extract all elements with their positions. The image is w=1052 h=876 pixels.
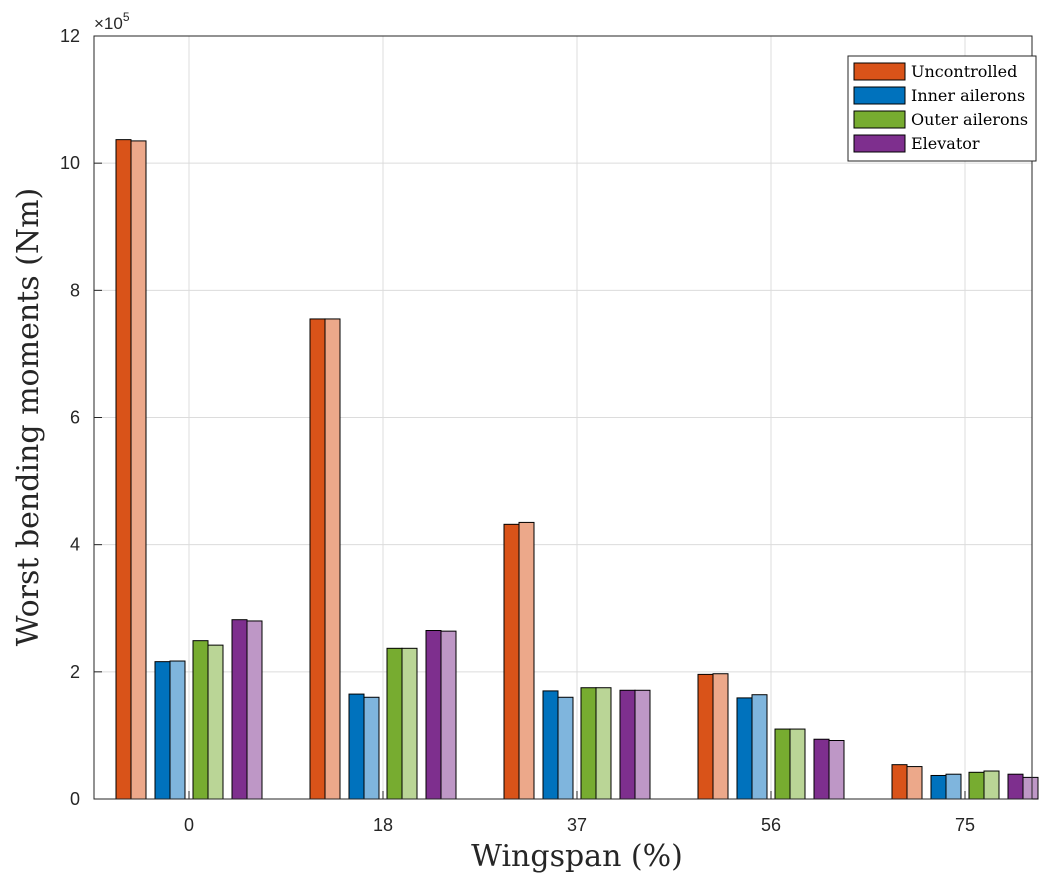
- bar-paired: [518, 521, 535, 800]
- grid-lines: [94, 36, 1032, 799]
- bar: [192, 640, 209, 800]
- bar: [1007, 773, 1024, 800]
- x-axis-ticks: 0 18 37 56 75: [184, 791, 975, 835]
- bar: [309, 318, 326, 800]
- y-tick-label: 4: [70, 535, 80, 555]
- bar-paired: [557, 696, 574, 800]
- y-axis-exponent-power: 5: [123, 10, 130, 24]
- bar-paired: [789, 728, 806, 800]
- x-tick-label: 0: [184, 815, 194, 835]
- bar: [348, 693, 365, 800]
- bar-paired: [440, 630, 457, 800]
- y-tick-label: 12: [60, 26, 80, 46]
- legend-swatch: [853, 110, 906, 129]
- x-tick-label: 37: [567, 815, 587, 835]
- x-tick-label: 75: [955, 815, 975, 835]
- bar: [619, 689, 636, 800]
- y-tick-label: 10: [60, 153, 80, 173]
- bar-paired: [945, 773, 962, 800]
- y-tick-label: 8: [70, 280, 80, 300]
- x-tick-label: 56: [761, 815, 781, 835]
- bar: [503, 523, 520, 800]
- bar-paired: [828, 740, 845, 800]
- y-tick-label: 0: [70, 789, 80, 809]
- y-axis-exponent: ×105: [94, 10, 130, 33]
- bar: [231, 619, 248, 800]
- y-tick-label: 6: [70, 408, 80, 428]
- legend-label: Elevator: [911, 134, 980, 153]
- bar-paired: [169, 660, 186, 800]
- bar-paired: [712, 673, 729, 800]
- y-tick-label: 2: [70, 662, 80, 682]
- bar-paired: [401, 647, 418, 800]
- legend-label: Outer ailerons: [911, 110, 1028, 129]
- bar-paired: [130, 140, 147, 800]
- bar-paired: [363, 696, 380, 800]
- bar: [968, 771, 985, 800]
- bar: [697, 673, 714, 800]
- bar-paired: [983, 770, 1000, 800]
- bar-paired: [207, 644, 224, 800]
- bar: [580, 687, 597, 800]
- bar: [930, 774, 947, 800]
- bar-paired: [751, 694, 768, 800]
- bar-paired: [906, 766, 923, 800]
- y-axis-title: Worst bending moments (Nm): [11, 188, 46, 646]
- bar-paired: [595, 687, 612, 800]
- bar: [115, 139, 132, 800]
- bar-paired: [634, 689, 651, 800]
- legend-swatch: [853, 134, 906, 153]
- bar-paired: [324, 318, 341, 800]
- bar: [774, 728, 791, 800]
- bar: [154, 661, 171, 800]
- legend: Uncontrolled Inner ailerons Outer ailerons…: [847, 55, 1037, 162]
- y-axis-exponent-base: ×10: [94, 14, 123, 33]
- legend-label: Inner ailerons: [911, 86, 1025, 105]
- bar: [386, 647, 403, 800]
- legend-swatch: [853, 62, 906, 81]
- legend-swatch: [853, 86, 906, 105]
- x-axis-title: Wingspan (%): [471, 839, 683, 874]
- bar: [891, 764, 908, 800]
- bar: [813, 738, 830, 800]
- bar: [425, 630, 442, 800]
- bar-paired: [246, 620, 263, 800]
- bar-paired: [1022, 776, 1039, 800]
- y-axis-ticks: 0 2 4 6 8 10 12: [60, 26, 102, 809]
- x-tick-label: 18: [373, 815, 393, 835]
- bar: [542, 690, 559, 800]
- legend-label: Uncontrolled: [911, 62, 1017, 81]
- bars: [115, 139, 1039, 800]
- bar: [736, 697, 753, 800]
